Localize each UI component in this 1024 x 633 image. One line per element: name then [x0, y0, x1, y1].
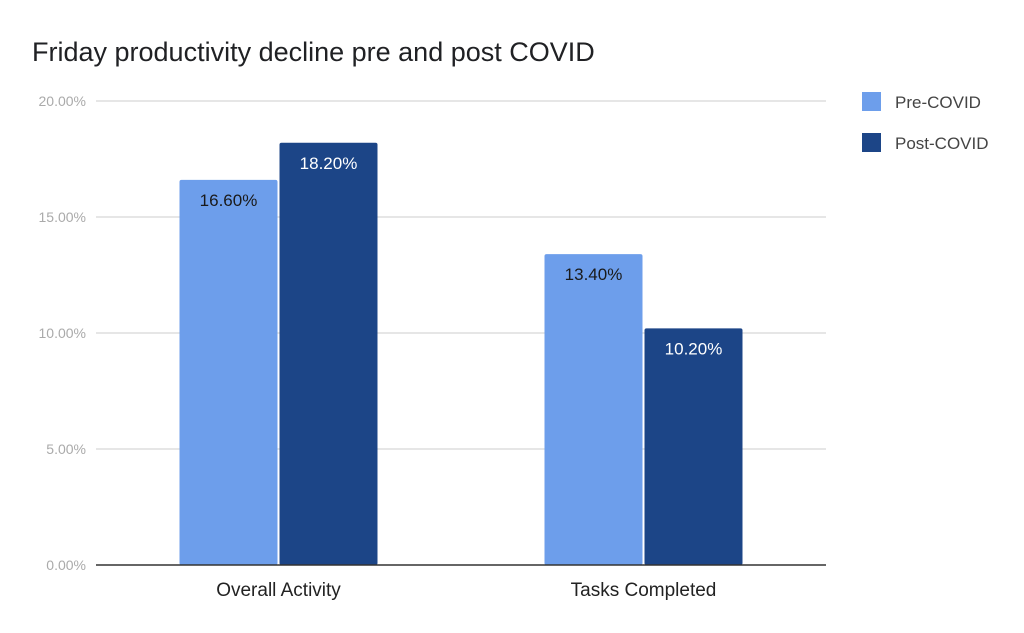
legend-label: Post-COVID [895, 134, 989, 153]
x-category-label: Overall Activity [216, 580, 341, 601]
bars: 16.60% 18.20% 13.40% 10.20% [179, 142, 743, 565]
y-axis-ticks: 0.00% 5.00% 10.00% 15.00% 20.00% [39, 93, 86, 573]
y-tick-label: 20.00% [39, 93, 86, 109]
x-category-label: Tasks Completed [571, 580, 717, 601]
bar [544, 254, 643, 565]
chart-title: Friday productivity decline pre and post… [32, 37, 595, 67]
x-axis-categories: Overall Activity Tasks Completed [216, 580, 716, 601]
y-tick-label: 10.00% [39, 325, 86, 341]
bar [279, 142, 378, 565]
bar-value-label: 18.20% [300, 154, 358, 173]
legend-label: Pre-COVID [895, 93, 981, 112]
legend: Pre-COVID Post-COVID [862, 92, 989, 153]
bar [644, 328, 743, 565]
legend-swatch [862, 133, 881, 152]
bar-value-label: 10.20% [665, 339, 723, 358]
y-tick-label: 0.00% [46, 557, 86, 573]
y-tick-label: 15.00% [39, 209, 86, 225]
bar-value-label: 13.40% [565, 265, 623, 284]
y-tick-label: 5.00% [46, 441, 86, 457]
bar-value-label: 16.60% [200, 191, 258, 210]
legend-swatch [862, 92, 881, 111]
bar [179, 179, 278, 565]
